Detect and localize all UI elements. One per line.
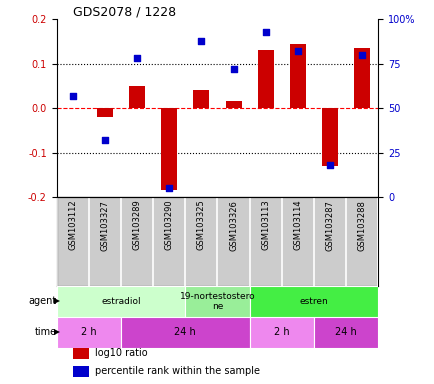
Text: agent: agent bbox=[28, 296, 56, 306]
Point bbox=[262, 28, 269, 35]
Text: 24 h: 24 h bbox=[174, 327, 196, 337]
Text: GSM103288: GSM103288 bbox=[357, 200, 366, 250]
Bar bbox=[56, 317, 121, 348]
Bar bbox=[56, 286, 185, 317]
Point bbox=[69, 93, 76, 99]
Point bbox=[197, 38, 204, 44]
Text: 2 h: 2 h bbox=[273, 327, 289, 337]
Point bbox=[165, 185, 172, 191]
Bar bbox=[289, 44, 305, 108]
Text: GSM103290: GSM103290 bbox=[164, 200, 173, 250]
Bar bbox=[249, 317, 313, 348]
Bar bbox=[257, 50, 273, 108]
Text: GSM103112: GSM103112 bbox=[68, 200, 77, 250]
Text: 19-nortestostero
ne: 19-nortestostero ne bbox=[179, 291, 255, 311]
Text: time: time bbox=[34, 327, 56, 337]
Bar bbox=[193, 90, 209, 108]
Bar bbox=[249, 286, 378, 317]
Text: estradiol: estradiol bbox=[101, 297, 141, 306]
Text: GSM103326: GSM103326 bbox=[229, 200, 237, 250]
Text: percentile rank within the sample: percentile rank within the sample bbox=[95, 366, 260, 376]
Bar bbox=[72, 348, 89, 359]
Bar bbox=[353, 48, 369, 108]
Text: GSM103289: GSM103289 bbox=[132, 200, 141, 250]
Text: GSM103287: GSM103287 bbox=[325, 200, 334, 250]
Bar bbox=[313, 317, 378, 348]
Text: GDS2078 / 1228: GDS2078 / 1228 bbox=[72, 5, 175, 18]
Point bbox=[230, 66, 237, 72]
Point bbox=[326, 162, 333, 168]
Text: GSM103114: GSM103114 bbox=[293, 200, 302, 250]
Text: GSM103327: GSM103327 bbox=[100, 200, 109, 250]
Point bbox=[133, 55, 140, 61]
Point bbox=[358, 52, 365, 58]
Text: 24 h: 24 h bbox=[335, 327, 356, 337]
Bar bbox=[161, 108, 177, 190]
Bar bbox=[72, 366, 89, 377]
Text: estren: estren bbox=[299, 297, 328, 306]
Text: log10 ratio: log10 ratio bbox=[95, 348, 148, 358]
Bar bbox=[128, 86, 145, 108]
Text: 2 h: 2 h bbox=[81, 327, 96, 337]
Bar bbox=[97, 108, 113, 117]
Bar bbox=[185, 286, 249, 317]
Text: GSM103113: GSM103113 bbox=[261, 200, 270, 250]
Bar bbox=[225, 101, 241, 108]
Bar bbox=[321, 108, 338, 166]
Bar bbox=[121, 317, 249, 348]
Point bbox=[294, 48, 301, 54]
Text: GSM103325: GSM103325 bbox=[197, 200, 205, 250]
Point bbox=[101, 137, 108, 143]
